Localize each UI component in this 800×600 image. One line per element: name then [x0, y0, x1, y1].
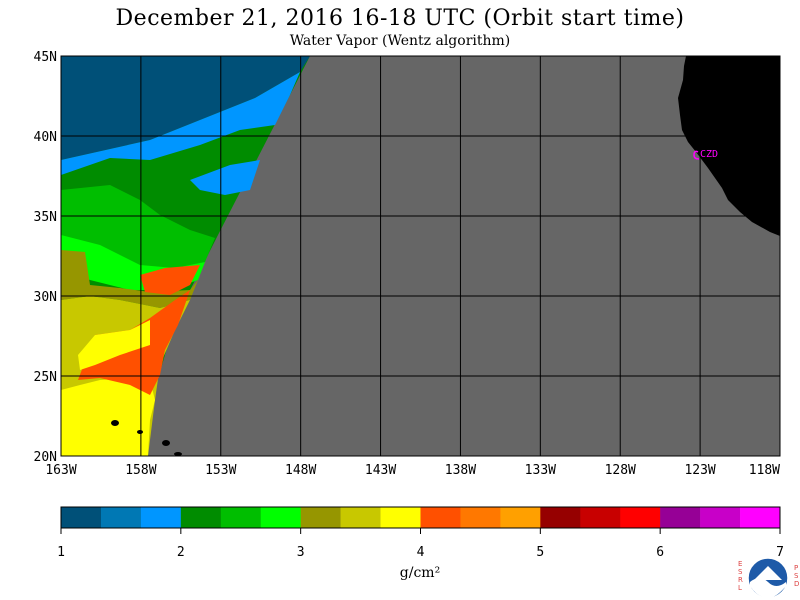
lat-label: 45N — [34, 50, 57, 65]
colorbar-swatch — [740, 507, 781, 528]
lat-label: 35N — [34, 210, 57, 225]
lon-label: 148W — [285, 463, 316, 478]
colorbar-tick-label: 7 — [776, 545, 784, 560]
colorbar-swatch — [100, 507, 142, 528]
lon-label: 138W — [445, 463, 476, 478]
colorbar-swatch — [460, 507, 501, 528]
colorbar-swatch — [180, 507, 222, 528]
colorbar-units: g/cm² — [400, 565, 440, 581]
lat-label: 30N — [34, 290, 57, 305]
colorbar-tick-label: 4 — [417, 545, 425, 560]
colorbar-tick-label: 5 — [536, 545, 544, 560]
colorbar-tick-label: 1 — [57, 545, 65, 560]
lon-label: 143W — [365, 463, 396, 478]
colorbar-swatch — [220, 507, 262, 528]
colorbar-swatch — [700, 507, 741, 528]
data-swath — [61, 56, 310, 456]
colorbar-ticks: 1 2 3 4 5 6 7 — [57, 528, 784, 560]
lon-label: 153W — [205, 463, 236, 478]
lon-label: 123W — [684, 463, 715, 478]
colorbar-tick-label: 6 — [656, 545, 664, 560]
latitude-labels: 45N 40N 35N 30N 25N 20N — [34, 50, 57, 465]
land-north-america — [678, 56, 780, 236]
station-label: CZD — [700, 149, 718, 160]
colorbar-swatch — [140, 507, 182, 528]
colorbar-swatch — [620, 507, 661, 528]
map-frame — [60, 55, 781, 457]
colorbar-swatch — [380, 507, 421, 528]
page-subtitle: Water Vapor (Wentz algorithm) — [289, 33, 511, 49]
longitude-labels: 163W 158W 153W 148W 143W 138W 133W 128W 123W 118W — [45, 463, 780, 478]
lon-label: 158W — [125, 463, 156, 478]
lon-label: 118W — [749, 463, 780, 478]
colorbar-swatch — [660, 507, 701, 528]
colorbar-tick-label: 3 — [297, 545, 305, 560]
colorbar-tick-label: 2 — [177, 545, 185, 560]
colorbar-swatch — [260, 507, 301, 528]
lon-label: 128W — [605, 463, 636, 478]
lon-label: 133W — [525, 463, 556, 478]
colorbar-swatch — [540, 507, 581, 528]
lon-label: 163W — [45, 463, 76, 478]
page-title: December 21, 2016 16-18 UTC (Orbit start… — [115, 6, 685, 31]
noaa-emblem-icon — [747, 557, 789, 599]
lat-label: 40N — [34, 130, 57, 145]
colorbar-swatch — [340, 507, 381, 528]
colorbar-swatch — [580, 507, 621, 528]
colorbar-swatch — [420, 507, 461, 528]
hawaiian-islands — [111, 420, 182, 456]
station-marker-icon — [693, 150, 700, 160]
colorbar-swatch — [500, 507, 541, 528]
colorbar — [60, 506, 781, 529]
colorbar-swatch — [61, 507, 102, 528]
lat-label: 25N — [34, 370, 57, 385]
lat-label: 20N — [34, 450, 57, 465]
colorbar-swatch — [300, 507, 341, 528]
